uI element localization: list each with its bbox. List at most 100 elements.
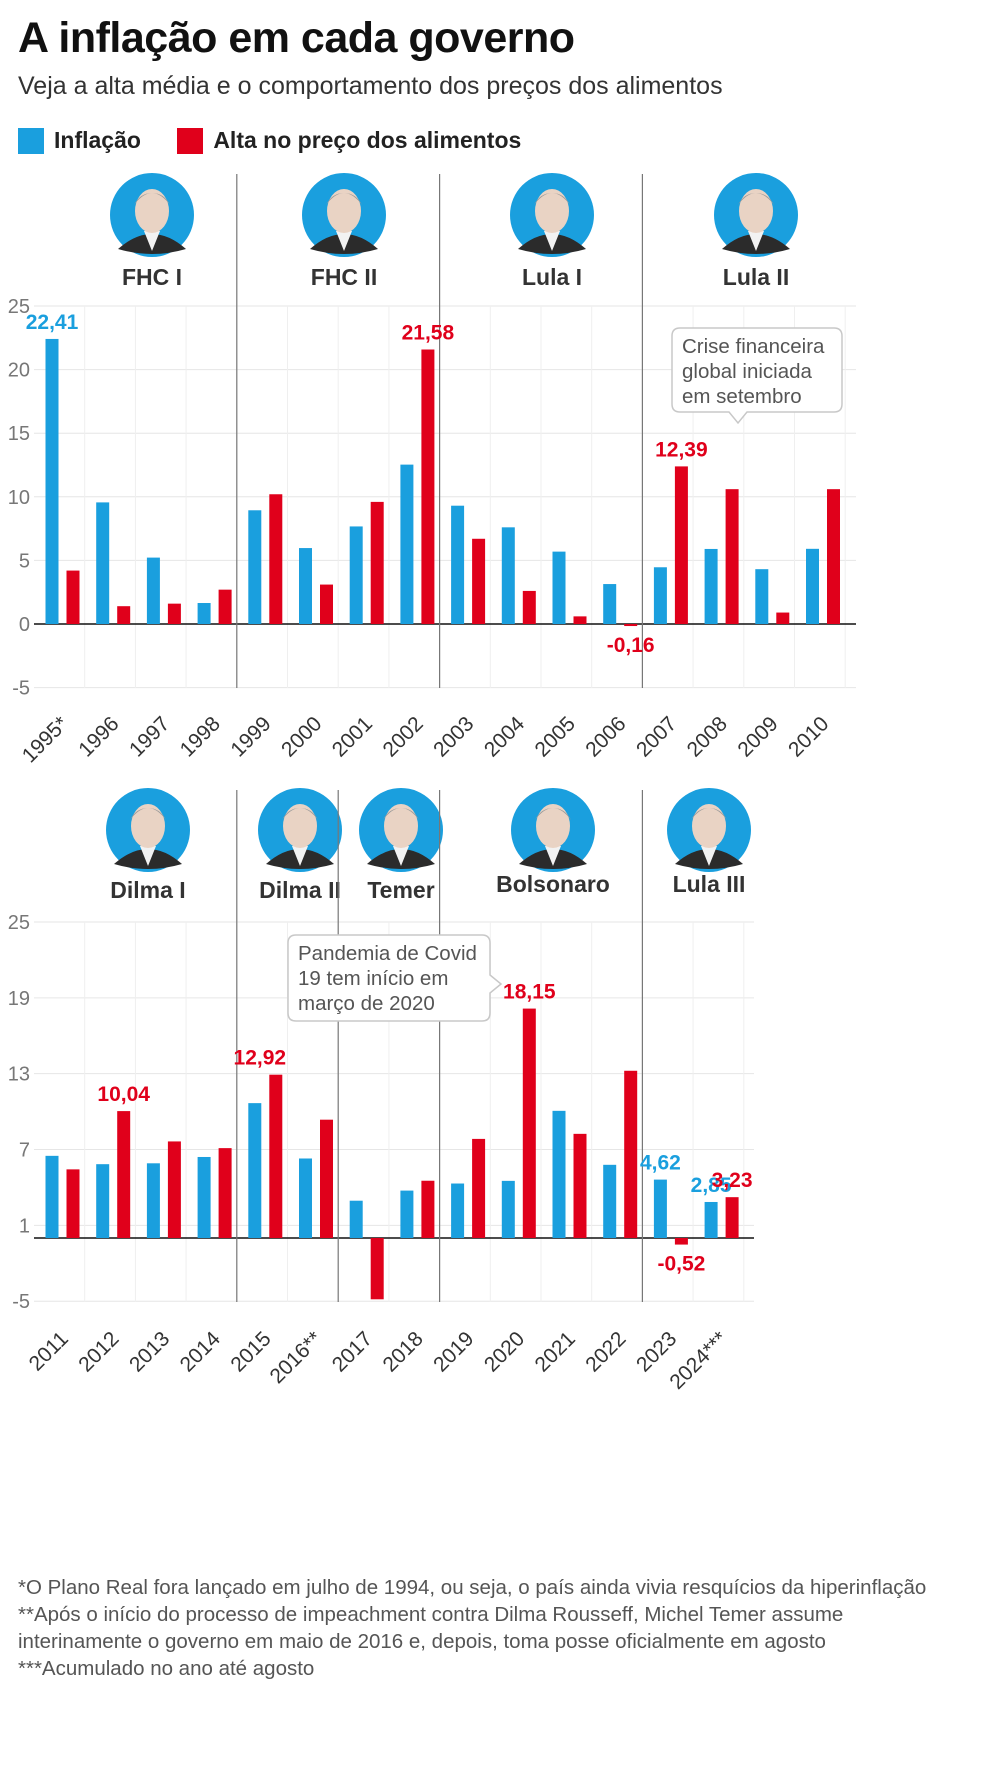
value-label: 3,23: [712, 1169, 753, 1192]
bar-food: [66, 1169, 80, 1238]
value-label: -0,52: [657, 1253, 705, 1276]
y-tick-label: 7: [19, 1140, 30, 1162]
callout-box: [287, 934, 503, 1022]
bar-food: [573, 1133, 587, 1238]
x-tick-label: 2020: [480, 1327, 529, 1376]
face-shape: [535, 189, 569, 233]
legend-label-food: Alta no preço dos alimentos: [213, 127, 522, 153]
x-tick-label: 2013: [125, 1327, 174, 1376]
value-label: 22,41: [26, 311, 79, 334]
bar-inflation: [96, 502, 110, 624]
hair-shape: [535, 808, 571, 820]
bar-inflation: [45, 338, 59, 624]
bar-inflation: [248, 510, 262, 624]
bar-inflation: [704, 1201, 718, 1238]
face-shape: [327, 189, 361, 233]
government-name: Bolsonaro: [496, 871, 610, 897]
bar-inflation: [552, 1110, 566, 1238]
callout-text: global iniciada: [682, 360, 813, 383]
x-tick-label: 2011: [25, 1327, 73, 1375]
bar-food: [421, 349, 435, 624]
bar-inflation: [299, 1158, 312, 1238]
y-tick-label: -5: [12, 678, 30, 700]
callout-text: Pandemia de Covid: [298, 942, 477, 965]
face-shape: [384, 804, 418, 848]
shirt-shape: [336, 231, 352, 251]
x-tick-label: 2019: [429, 1327, 478, 1376]
bar-food: [472, 1138, 486, 1238]
bar-food: [776, 612, 790, 624]
bar-inflation: [349, 526, 363, 624]
shirt-shape: [544, 231, 560, 251]
x-tick-label: 2016**: [266, 1327, 327, 1388]
x-tick-label: 1999: [226, 712, 275, 761]
face-avatar: [667, 788, 751, 872]
bar-food: [66, 570, 80, 624]
bar-food: [725, 489, 739, 624]
bar-food: [421, 1180, 435, 1238]
y-tick-label: -5: [12, 1291, 30, 1313]
government-name: Lula III: [673, 871, 746, 897]
bar-inflation: [248, 1103, 262, 1238]
x-tick-label: 2017: [328, 1327, 377, 1376]
bar-food: [827, 489, 840, 624]
x-tick-label: 2018: [378, 1327, 427, 1376]
y-tick-label: 1: [19, 1215, 30, 1237]
value-label: 21,58: [402, 322, 455, 345]
bar-inflation: [552, 551, 566, 624]
bar-food: [167, 603, 181, 624]
x-tick-label: 1995*: [18, 712, 73, 767]
y-tick-label: 13: [8, 1064, 30, 1086]
bar-food: [624, 1070, 638, 1238]
bar-food: [573, 616, 587, 624]
x-tick-label: 2007: [632, 712, 681, 761]
x-tick-label: 1997: [125, 712, 174, 761]
y-tick-label: 15: [8, 423, 30, 445]
bar-inflation: [96, 1164, 110, 1238]
x-tick-label: 2000: [277, 712, 326, 761]
bar-food: [725, 1197, 739, 1238]
face-avatar: [714, 173, 798, 257]
x-tick-label: 2002: [378, 712, 427, 761]
government-name: Dilma II: [259, 877, 341, 903]
x-tick-label: 2003: [429, 712, 478, 761]
footnote-3: ***Acumulado no ano até agosto: [18, 1657, 315, 1680]
face-avatar: [106, 788, 190, 872]
bar-inflation: [603, 584, 617, 624]
bar-food: [522, 590, 536, 624]
hair-shape: [326, 193, 362, 205]
bar-food: [218, 589, 232, 624]
bar-inflation: [653, 1179, 667, 1238]
callout-text: 19 tem início em: [298, 967, 448, 990]
hair-shape: [738, 193, 774, 205]
bar-food: [624, 624, 638, 627]
bar-food: [218, 1148, 232, 1238]
bar-food: [674, 1238, 688, 1245]
bar-inflation: [400, 1190, 414, 1238]
y-tick-label: 25: [8, 296, 30, 318]
value-label: -0,16: [607, 634, 655, 657]
face-avatar: [302, 173, 386, 257]
government-name: Dilma I: [110, 877, 185, 903]
face-avatar: [359, 788, 443, 872]
bar-food: [167, 1141, 181, 1238]
chart-2: 25 19 13 7 1 -5 Dilma I Dilma II Temer Bolsonaro L…: [8, 788, 754, 1394]
shirt-shape: [748, 231, 764, 251]
value-label: 12,92: [234, 1047, 287, 1070]
hair-shape: [130, 808, 166, 820]
bar-inflation: [197, 603, 211, 624]
bar-food: [117, 606, 131, 624]
legend-label-inflation: Inflação: [54, 127, 141, 153]
shirt-shape: [545, 846, 561, 866]
bar-food: [522, 1008, 536, 1238]
bar-food: [269, 494, 283, 624]
hair-shape: [134, 193, 170, 205]
callout-text: Crise financeira: [682, 335, 825, 358]
x-tick-label: 2001: [328, 712, 377, 761]
shirt-shape: [393, 846, 409, 866]
face-shape: [739, 189, 773, 233]
government-name: Lula II: [723, 264, 789, 290]
